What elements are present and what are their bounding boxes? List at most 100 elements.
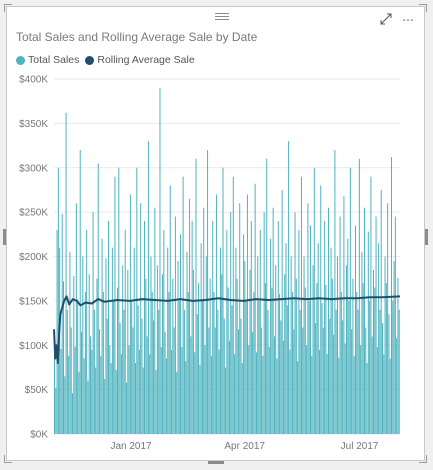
bar-total-sales [326,354,328,434]
focus-mode-icon[interactable] [380,13,392,27]
legend-marker-total-sales [16,55,25,65]
resize-handle-right[interactable] [425,229,428,245]
chart-visual[interactable]: ⋯ Total Sales and Rolling Average Sale b… [3,4,428,464]
bar-total-sales [282,340,284,434]
x-tick-label: Jan 2017 [110,441,152,452]
bar-total-sales [234,354,236,434]
bar-total-sales [123,309,125,434]
bar-total-sales [212,221,214,434]
bar-total-sales [322,327,324,434]
bar-total-sales [330,247,332,434]
bar-total-sales [108,221,110,434]
bar-total-sales [372,269,374,434]
y-tick-label: $0K [30,430,48,441]
bar-total-sales [365,327,367,434]
bar-total-sales [75,203,77,434]
bar-total-sales [257,256,259,434]
bar-total-sales [131,300,133,434]
y-tick-label: $50K [25,385,49,396]
bar-total-sales [153,320,155,434]
legend-item-rolling-average[interactable]: Rolling Average Sale [85,54,195,66]
bar-total-sales [293,329,295,434]
bar-total-sales [363,207,365,434]
bar-total-sales [165,358,167,434]
resize-handle-left[interactable] [3,229,6,245]
bar-total-sales [55,387,57,434]
bar-total-sales [270,238,272,434]
bar-total-sales [104,378,106,434]
bar-total-sales [172,278,174,434]
legend-item-total-sales[interactable]: Total Sales [16,54,79,66]
bar-total-sales [92,212,94,434]
bar-total-sales [254,183,256,434]
y-tick-label: $250K [19,208,48,219]
bar-total-sales [378,243,380,434]
bar-total-sales [119,323,121,434]
bar-total-sales [86,229,88,434]
bar-total-sales [397,277,399,434]
resize-corner-top-left[interactable] [4,4,12,12]
bar-total-sales [339,216,341,434]
bar-total-sales [230,212,232,434]
chart-legend: Total Sales Rolling Average Sale [16,54,195,66]
bar-total-sales [239,203,241,434]
resize-handle-bottom[interactable] [208,461,224,464]
y-tick-label: $400K [19,75,48,86]
y-tick-label: $350K [19,119,48,130]
bar-total-sales [253,292,255,434]
bar-total-sales [180,234,182,434]
bar-total-sales [162,274,164,434]
bar-total-sales [120,354,122,434]
bar-total-sales [185,361,187,434]
bar-total-sales [343,196,345,434]
bar-total-sales [385,283,387,434]
bar-total-sales [127,269,129,434]
bar-total-sales [398,309,400,434]
bar-total-sales [100,355,102,434]
bar-total-sales [276,358,278,434]
bar-total-sales [79,150,81,434]
more-options-icon[interactable]: ⋯ [402,13,414,27]
bar-total-sales [132,327,134,434]
bar-total-sales [115,370,117,434]
bar-total-sales [196,314,198,434]
bar-total-sales [246,194,248,434]
bar-total-sales [189,198,191,434]
bar-total-sales [126,382,128,434]
bar-total-sales [142,367,144,434]
bar-total-sales [286,305,288,434]
bar-total-sales [370,176,372,434]
bar-total-sales [376,347,378,434]
bar-total-sales [56,229,58,434]
bar-total-sales [244,260,246,434]
drag-handle-icon[interactable] [215,11,229,22]
bar-total-sales [300,176,302,434]
bar-total-sales [312,265,314,434]
bar-total-sales [248,345,250,434]
bar-total-sales [117,287,119,434]
bar-total-sales [122,265,124,434]
bar-total-sales [141,318,143,434]
bar-total-sales [342,320,344,434]
resize-corner-top-right[interactable] [419,4,427,12]
bar-total-sales [223,318,225,434]
bar-total-sales [249,269,251,434]
bar-total-sales [303,256,305,434]
bar-total-sales [160,347,162,434]
bar-total-sales [205,256,207,434]
bar-total-sales [128,345,130,434]
bar-total-sales [324,221,326,434]
legend-label-total-sales: Total Sales [28,54,80,66]
bar-total-sales [331,278,333,434]
bar-total-sales [88,274,90,434]
bar-total-sales [289,349,291,434]
bar-total-sales [327,207,329,434]
bar-total-sales [241,363,243,434]
resize-corner-bottom-left[interactable] [4,455,12,463]
bar-total-sales [311,355,313,434]
bar-total-sales [252,331,254,434]
bar-total-sales [209,278,211,434]
bar-total-sales [383,354,385,434]
bar-total-sales [394,216,396,434]
resize-corner-bottom-right[interactable] [419,455,427,463]
